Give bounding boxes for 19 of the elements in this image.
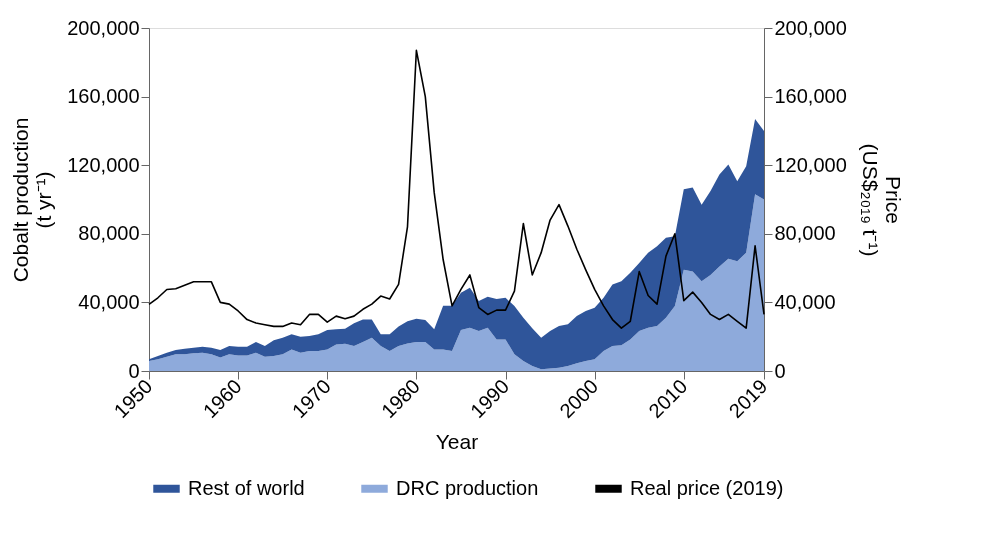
y2-tick-label: 120,000 (774, 153, 847, 176)
y2-tick-label: 160,000 (774, 85, 847, 108)
legend-label: Rest of world (188, 476, 305, 499)
y-tick-label: 0 (128, 359, 140, 382)
y-axis-title: Cobalt production (t yr⁻¹) (9, 117, 56, 283)
y-tick-label: 120,000 (67, 153, 140, 176)
x-axis-title: Year (435, 430, 479, 454)
line-series (148, 49, 765, 329)
y-tick-label: 160,000 (67, 85, 140, 108)
legend-label: DRC production (396, 476, 539, 499)
y2-tick-label: 80,000 (774, 222, 836, 245)
y2-axis-title: Price (US$₂₀₁₉ t⁻¹) (858, 143, 905, 257)
y-tick-label: 200,000 (67, 16, 140, 39)
y2-tick-label: 0 (774, 359, 786, 382)
y-tick-label: 40,000 (78, 290, 140, 313)
y2-tick-label: 40,000 (774, 290, 836, 313)
y2-tick-label: 200,000 (774, 16, 847, 39)
y-tick-label: 80,000 (78, 222, 140, 245)
legend-label: Real price (2019) (630, 476, 784, 499)
